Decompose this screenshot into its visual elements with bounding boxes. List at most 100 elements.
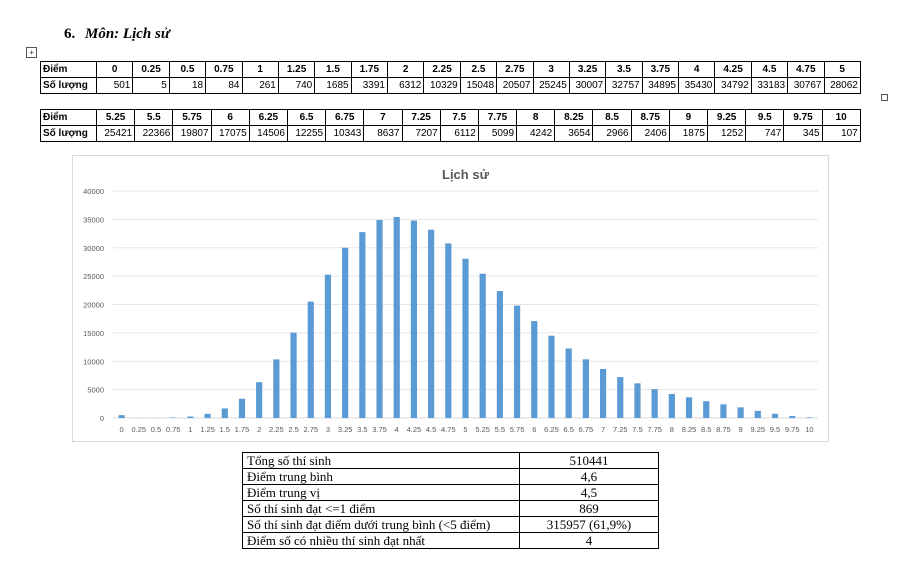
x-tick-label: 2: [257, 425, 261, 434]
score-cell: 1.5: [314, 61, 352, 78]
section-number: 6.: [64, 26, 76, 42]
score-table-part-2: Điểm 5.25 5.5 5.75 6 6.25 6.5 6.75 7 7.25 7.5 7.75…: [40, 109, 861, 142]
count-cell: 2406: [630, 125, 670, 142]
score-cell: 5.5: [134, 109, 174, 126]
x-tick-label: 3.25: [338, 425, 353, 434]
bar-8.5: [703, 401, 710, 418]
bar-8.75: [720, 404, 727, 418]
count-cell: 1685: [314, 77, 352, 94]
x-tick-label: 7: [601, 425, 605, 434]
count-cell: 6312: [386, 77, 425, 94]
score-cell: 5.75: [172, 109, 212, 126]
count-cell: 28062: [823, 77, 861, 94]
x-tick-label: 6.5: [563, 425, 573, 434]
bar-9.25: [754, 410, 761, 418]
count-cell: 5099: [477, 125, 518, 142]
bar-2.5: [290, 332, 297, 418]
score-cell: 0.5: [168, 61, 207, 78]
x-tick-label: 8: [670, 425, 674, 434]
x-tick-label: 3.5: [357, 425, 367, 434]
score-cell: 5: [823, 61, 861, 78]
x-tick-label: 6.75: [579, 425, 594, 434]
distribution-chart[interactable]: Lịch sử 0 5000 10000 15000 20000 25000 30000 350…: [72, 155, 829, 442]
summary-value: 869: [519, 500, 659, 517]
count-cell: 7207: [401, 125, 441, 142]
score-cell: 4: [677, 61, 716, 78]
x-tick-label: 9: [739, 425, 743, 434]
bar-7.25: [617, 377, 624, 418]
summary-label: Điểm số có nhiều thí sinh đạt nhất: [242, 532, 520, 549]
count-cell: 8637: [363, 125, 403, 142]
bar-8.25: [685, 397, 693, 418]
summary-row: Tổng số thí sinh 510441: [242, 452, 659, 469]
count-cell: 84: [205, 77, 243, 94]
score-cell: 8.5: [592, 109, 632, 126]
x-tick-label: 6.25: [544, 425, 559, 434]
count-cell: 30767: [787, 77, 825, 94]
bar-8: [668, 393, 675, 418]
count-cell: 19807: [172, 125, 212, 142]
bar-5: [462, 258, 469, 418]
summary-label: Điểm trung bình: [242, 468, 520, 485]
bar-9.5: [771, 413, 779, 418]
bar-3.5: [359, 232, 366, 418]
x-tick-label: 0.75: [166, 425, 181, 434]
table-resize-handle-icon[interactable]: [881, 94, 888, 101]
x-tick-label: 9.5: [770, 425, 780, 434]
bar-4.25: [410, 220, 418, 418]
count-cell: 3391: [350, 77, 389, 94]
count-cell: 747: [745, 125, 785, 142]
score-cell: 4.75: [787, 61, 825, 78]
x-tick-label: 2.5: [288, 425, 298, 434]
x-tick-label: 4: [395, 425, 399, 434]
score-cell: 3: [532, 61, 570, 78]
score-cell: 7.75: [477, 109, 518, 126]
summary-value: 315957 (61,9%): [519, 516, 659, 533]
summary-row: Điểm trung vị 4,5: [242, 484, 659, 501]
summary-label: Điểm trung vị: [242, 484, 520, 501]
bar-1: [187, 416, 194, 418]
bar-4.75: [445, 243, 452, 418]
count-cell: 261: [241, 77, 279, 94]
score-row-label: Điểm: [40, 109, 97, 126]
y-tick-label: 20000: [83, 301, 104, 310]
x-tick-label: 0: [120, 425, 124, 434]
summary-row: Số thí sinh đạt <=1 điểm 869: [242, 500, 659, 517]
summary-value: 4,6: [519, 468, 659, 485]
bar-2.75: [307, 301, 314, 418]
score-cell: 8.25: [554, 109, 594, 126]
chart-canvas: Lịch sử050001000015000200002500030000350…: [83, 167, 818, 434]
count-cell: 14506: [248, 125, 288, 142]
x-tick-label: 2.75: [303, 425, 318, 434]
count-cell: 345: [783, 125, 823, 142]
score-table-part-1: Điểm 0 0.25 0.5 0.75 1 1.25 1.5 1.75 2 2.25 2.5 2.7…: [40, 61, 861, 94]
table-move-handle-icon[interactable]: +: [26, 47, 37, 58]
score-cell: 1.25: [277, 61, 316, 78]
score-cell: 6.75: [325, 109, 365, 126]
x-tick-label: 1.25: [200, 425, 215, 434]
summary-row: Số thí sinh đạt điểm dưới trung bình (<5…: [242, 516, 659, 533]
score-cell: 9.75: [783, 109, 823, 126]
count-cell: 22366: [134, 125, 174, 142]
bar-3.25: [342, 247, 349, 418]
bar-4.5: [428, 229, 435, 418]
bar-5.75: [513, 305, 521, 418]
count-cell: 501: [95, 77, 134, 94]
score-cell: 6: [210, 109, 250, 126]
count-cell: 740: [277, 77, 316, 94]
bar-3.75: [376, 219, 383, 418]
x-tick-label: 5.75: [510, 425, 525, 434]
count-cell: 34792: [714, 77, 752, 94]
summary-label: Tổng số thí sinh: [242, 452, 520, 469]
count-cell: 25245: [532, 77, 570, 94]
score-cell: 8.75: [630, 109, 670, 126]
score-cell: 7.5: [439, 109, 479, 126]
score-cell: 0.75: [205, 61, 243, 78]
count-cell: 4242: [516, 125, 556, 142]
x-tick-label: 9.25: [751, 425, 766, 434]
summary-value: 510441: [519, 452, 659, 469]
summary-row: Điểm trung bình 4,6: [242, 468, 659, 485]
x-tick-label: 8.75: [716, 425, 731, 434]
score-cell: 0: [95, 61, 134, 78]
count-cell: 107: [821, 125, 861, 142]
